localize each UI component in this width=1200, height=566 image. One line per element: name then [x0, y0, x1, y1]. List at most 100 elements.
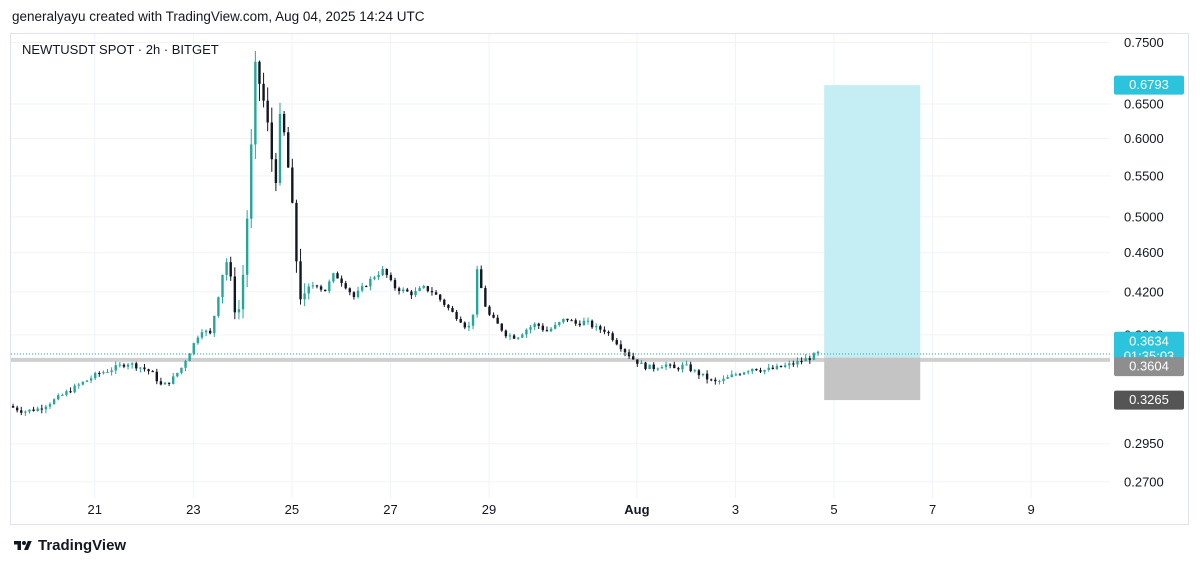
candle: [512, 333, 516, 340]
candle: [545, 326, 549, 332]
candle-body: [623, 349, 627, 353]
candle: [525, 328, 528, 338]
candle-body: [537, 323, 540, 326]
candle-body: [418, 287, 421, 292]
candle: [504, 329, 508, 339]
candle-body: [323, 289, 327, 292]
candle: [484, 285, 487, 307]
candle: [336, 271, 339, 279]
candle: [570, 318, 573, 322]
candle: [426, 285, 430, 293]
candle-body: [163, 382, 167, 385]
candle: [377, 271, 380, 280]
candle: [254, 50, 257, 159]
candle: [328, 279, 331, 294]
time-tick-label: 9: [1028, 502, 1035, 517]
candle: [533, 322, 536, 331]
candle: [250, 128, 253, 229]
candle: [266, 87, 269, 132]
candle: [767, 363, 770, 372]
candle-body: [775, 365, 779, 369]
candles: [11, 50, 820, 416]
candle: [705, 370, 709, 384]
candle: [558, 321, 561, 327]
target-price-tag-bg: [1114, 75, 1184, 95]
candle: [200, 329, 204, 340]
candle: [40, 404, 44, 414]
candle-body: [578, 323, 582, 326]
candle: [763, 369, 766, 375]
candle: [648, 364, 651, 370]
candle: [480, 265, 483, 289]
candle-body: [496, 317, 499, 324]
candle-body: [697, 370, 701, 376]
grid-lines: [11, 34, 1110, 498]
candle-body: [763, 369, 766, 372]
candle: [184, 359, 187, 372]
candle: [475, 265, 479, 318]
candle-body: [529, 327, 532, 330]
candle-body: [291, 167, 294, 203]
candle: [307, 283, 310, 300]
candle-body: [426, 286, 430, 292]
candle: [496, 314, 499, 324]
candle: [611, 331, 614, 342]
candle: [98, 371, 101, 377]
candle-body: [36, 408, 39, 411]
candle-body: [106, 371, 109, 373]
candle: [135, 361, 138, 371]
chart-frame[interactable]: [10, 33, 1189, 525]
candle: [582, 317, 586, 326]
candle-body: [151, 371, 154, 373]
candle-body: [20, 410, 23, 413]
candle-body: [484, 288, 487, 307]
target-zone: [824, 85, 921, 358]
candle: [541, 323, 545, 332]
candle: [369, 276, 372, 291]
candle: [143, 363, 146, 372]
candle: [471, 314, 475, 330]
candle-body: [714, 379, 717, 382]
candle-body: [32, 409, 35, 411]
candle: [126, 363, 130, 370]
candle-body: [315, 285, 319, 287]
candle: [792, 360, 795, 367]
tradingview-branding[interactable]: TradingView: [12, 537, 126, 554]
candle-body: [553, 324, 557, 329]
candle: [77, 382, 80, 389]
candle-body: [705, 373, 709, 380]
candle: [463, 321, 467, 330]
candle: [406, 287, 409, 292]
candle-body: [89, 378, 93, 381]
candle: [270, 107, 273, 172]
price-tick-label: 0.4600: [1124, 245, 1164, 260]
entry-price-tag: 0.3604: [1114, 357, 1184, 377]
candle-body: [611, 333, 614, 341]
candle-body: [233, 276, 237, 313]
candle-body: [808, 358, 811, 360]
candle-body: [381, 268, 384, 276]
candle-body: [816, 351, 820, 354]
candle: [130, 362, 134, 369]
candle: [714, 377, 717, 385]
candle: [566, 318, 569, 323]
candle-body: [512, 335, 516, 339]
candle-body: [28, 409, 31, 412]
candle: [348, 287, 352, 296]
candle-body: [155, 371, 158, 382]
candle: [788, 360, 791, 369]
candle: [595, 323, 598, 331]
candle: [381, 266, 384, 277]
candle: [110, 367, 113, 376]
candle-body: [475, 269, 479, 315]
target-price-tag-text: 0.6793: [1129, 77, 1169, 92]
candle-body: [722, 378, 725, 381]
long-position-tool: [824, 85, 921, 401]
candle-body: [319, 286, 323, 290]
candle-body: [652, 364, 655, 370]
time-tick-label: 29: [482, 502, 496, 517]
candle-body: [98, 373, 101, 375]
candle-body: [783, 365, 787, 368]
